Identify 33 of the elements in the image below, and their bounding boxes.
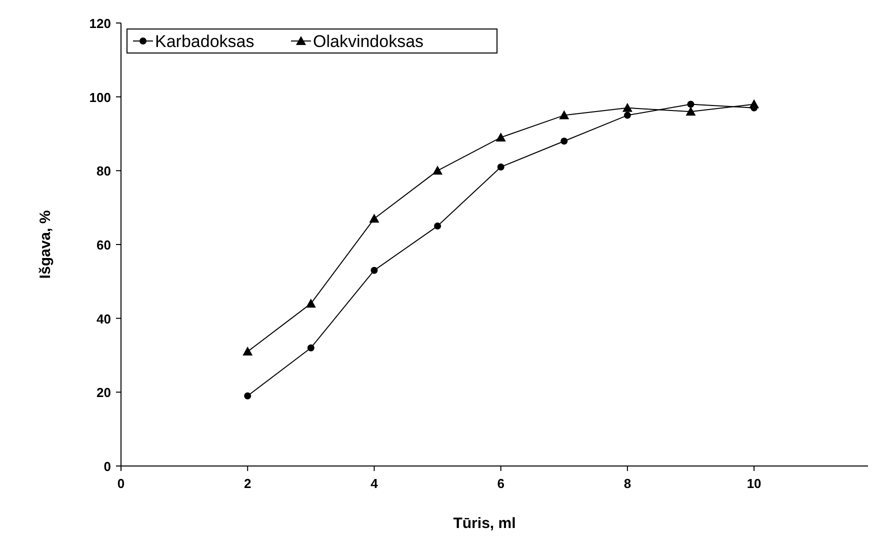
y-tick-label: 100 [89, 90, 111, 105]
point [624, 112, 631, 119]
x-axis-title: Tūris, ml [453, 515, 516, 532]
y-tick-label: 20 [96, 385, 111, 400]
y-tick-label: 60 [96, 238, 111, 252]
y-tick-label: 40 [96, 311, 111, 326]
x-tick-label: 6 [497, 476, 504, 491]
x-tick-label: 0 [117, 476, 125, 491]
point [686, 106, 696, 116]
x-tick-label: 2 [244, 476, 252, 491]
point [687, 100, 694, 108]
legend-label: Olakvindoksas [313, 32, 424, 51]
y-tick-label: 80 [96, 164, 111, 179]
point [306, 298, 316, 308]
y-tick-label: 120 [89, 16, 111, 31]
x-tick-label: 8 [624, 476, 632, 491]
point [496, 132, 506, 142]
point [560, 138, 568, 145]
point [242, 346, 253, 356]
legend-label: Karbadoksas [155, 32, 254, 51]
point [559, 110, 570, 120]
x-tick-label: 10 [746, 476, 762, 491]
point [432, 166, 443, 175]
point [622, 102, 632, 112]
point [497, 163, 504, 170]
point [369, 214, 380, 223]
point [244, 392, 252, 400]
point [434, 222, 442, 230]
x-tick-label: 4 [370, 476, 379, 491]
y-axis-title: Išgava, % [37, 210, 54, 279]
y-tick-label: 0 [104, 459, 111, 474]
point [307, 344, 314, 352]
point [370, 266, 378, 274]
